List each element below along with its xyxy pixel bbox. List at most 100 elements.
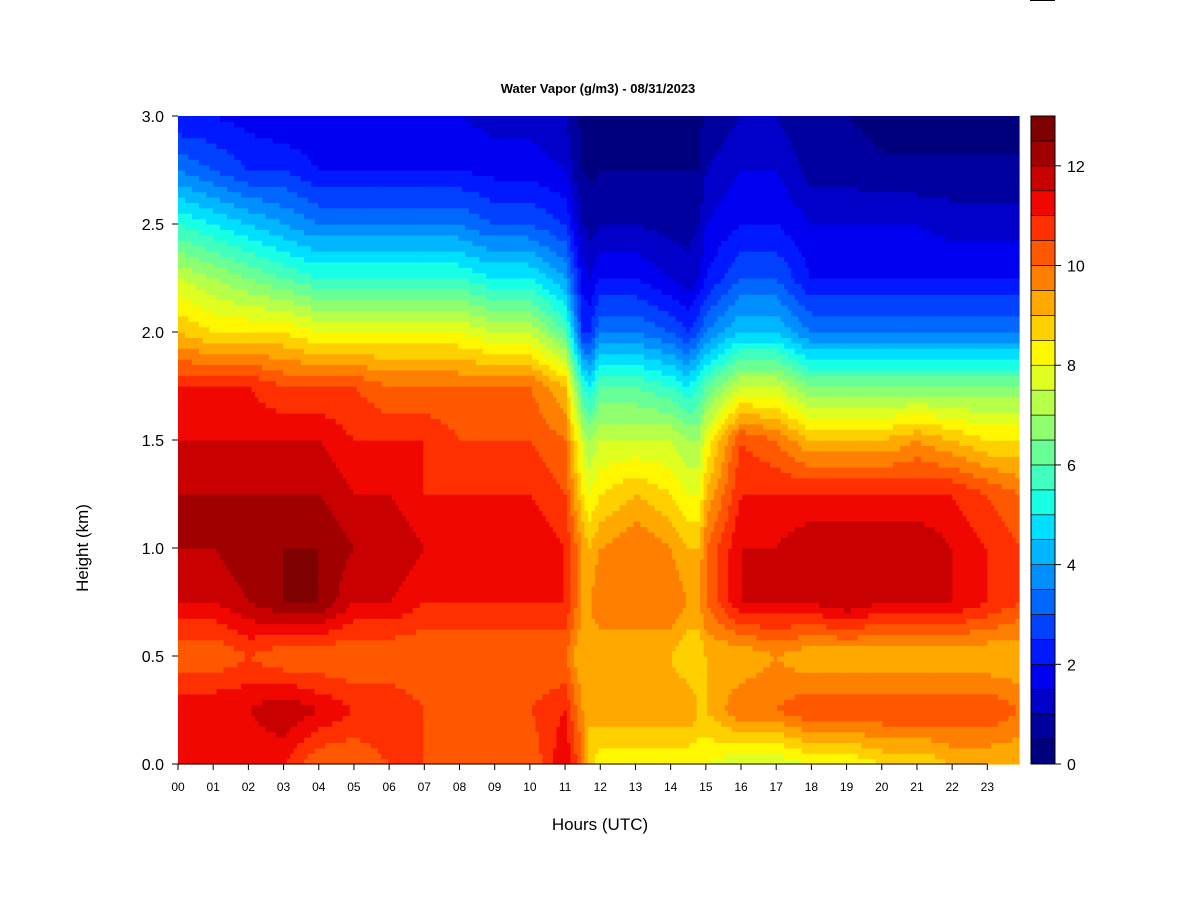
heatmap-cell <box>451 650 456 657</box>
heatmap-cell <box>927 677 932 684</box>
heatmap-cell <box>220 737 225 743</box>
heatmap-cell <box>178 747 183 754</box>
heatmap-cell <box>724 688 729 695</box>
heatmap-cell <box>710 672 715 679</box>
heatmap-cell <box>507 747 512 754</box>
heatmap-cell <box>325 731 330 738</box>
heatmap-cell <box>724 650 729 657</box>
heatmap-cell <box>283 737 288 743</box>
heatmap-cell <box>454 650 459 657</box>
heatmap-cell <box>482 737 487 743</box>
heatmap-cell <box>626 715 631 722</box>
heatmap-cell <box>749 731 754 738</box>
heatmap-cell <box>609 753 614 760</box>
heatmap-cell <box>388 715 393 722</box>
heatmap-cell <box>447 715 452 722</box>
heatmap-cell <box>899 656 904 662</box>
heatmap-cell <box>791 672 796 679</box>
heatmap-cell <box>938 699 943 706</box>
heatmap-cell <box>889 758 894 765</box>
heatmap-cell <box>335 683 340 689</box>
heatmap-cell <box>199 688 204 695</box>
heatmap-cell <box>700 688 705 695</box>
heatmap-cell <box>370 720 375 727</box>
heatmap-cell <box>815 715 820 722</box>
heatmap-cell <box>188 666 193 673</box>
heatmap-cell <box>220 693 225 700</box>
heatmap-cell <box>990 661 996 668</box>
heatmap-cell <box>927 753 932 760</box>
heatmap-cell <box>889 726 894 733</box>
heatmap-cell <box>496 742 501 749</box>
heatmap-cell <box>374 693 379 700</box>
heatmap-cell <box>339 742 344 749</box>
heatmap-cell <box>619 699 624 706</box>
heatmap-cell <box>374 742 379 749</box>
heatmap-cell <box>931 693 936 700</box>
heatmap-cell <box>188 737 193 743</box>
heatmap-cell <box>500 650 505 657</box>
heatmap-cell <box>237 731 242 738</box>
heatmap-cell <box>402 672 407 679</box>
heatmap-cell <box>293 666 298 673</box>
heatmap-cell <box>997 677 1003 684</box>
heatmap-cell <box>570 737 575 743</box>
heatmap-cell <box>805 650 810 657</box>
heatmap-cell <box>223 742 228 749</box>
heatmap-cell <box>808 742 813 749</box>
heatmap-cell <box>714 650 719 657</box>
heatmap-cell <box>864 699 869 706</box>
heatmap-cell <box>538 726 544 733</box>
heatmap-cell <box>896 720 901 727</box>
heatmap-cell <box>847 742 852 749</box>
heatmap-cell <box>584 650 589 657</box>
heatmap-cell <box>514 666 519 673</box>
heatmap-cell <box>363 753 368 760</box>
heatmap-cell <box>433 737 438 743</box>
heatmap-cell <box>570 656 575 662</box>
heatmap-cell <box>321 656 326 662</box>
heatmap-cell <box>616 688 621 695</box>
heatmap-cell <box>262 693 267 700</box>
heatmap-cell <box>1008 747 1013 754</box>
heatmap-cell <box>917 683 922 689</box>
heatmap-cell <box>255 672 260 679</box>
heatmap-cell <box>616 656 621 662</box>
heatmap-cell <box>262 677 267 684</box>
heatmap-cell <box>780 737 785 743</box>
heatmap-cell <box>269 704 274 711</box>
heatmap-cell <box>647 677 652 684</box>
heatmap-cell <box>563 710 568 716</box>
heatmap-cell <box>391 661 396 668</box>
heatmap-cell <box>686 661 691 668</box>
heatmap-cell <box>703 710 708 716</box>
heatmap-cell <box>209 715 214 722</box>
heatmap-cell <box>311 747 316 754</box>
heatmap-cell <box>623 753 628 760</box>
heatmap-cell <box>948 666 954 673</box>
heatmap-cell <box>773 710 778 716</box>
heatmap-cell <box>633 656 638 662</box>
heatmap-cell <box>209 758 214 765</box>
heatmap-cell <box>791 710 796 716</box>
heatmap-cell <box>756 683 761 689</box>
heatmap-cell <box>738 731 743 738</box>
heatmap-cell <box>297 661 302 668</box>
heatmap-cell <box>188 672 193 679</box>
heatmap-cell <box>416 672 421 679</box>
heatmap-cell <box>892 693 897 700</box>
heatmap-cell <box>430 699 435 706</box>
heatmap-cell <box>899 688 904 695</box>
heatmap-cell <box>206 656 211 662</box>
heatmap-cell <box>952 693 957 700</box>
heatmap-cell <box>843 720 848 727</box>
heatmap-cell <box>580 715 586 722</box>
heatmap-cell <box>517 742 522 749</box>
heatmap-cell <box>924 720 929 727</box>
heatmap-cell <box>854 693 859 700</box>
heatmap-cell <box>552 753 558 760</box>
heatmap-cell <box>311 656 316 662</box>
heatmap-cell <box>360 720 365 727</box>
heatmap-cell <box>482 710 487 716</box>
heatmap-cell <box>836 656 841 662</box>
